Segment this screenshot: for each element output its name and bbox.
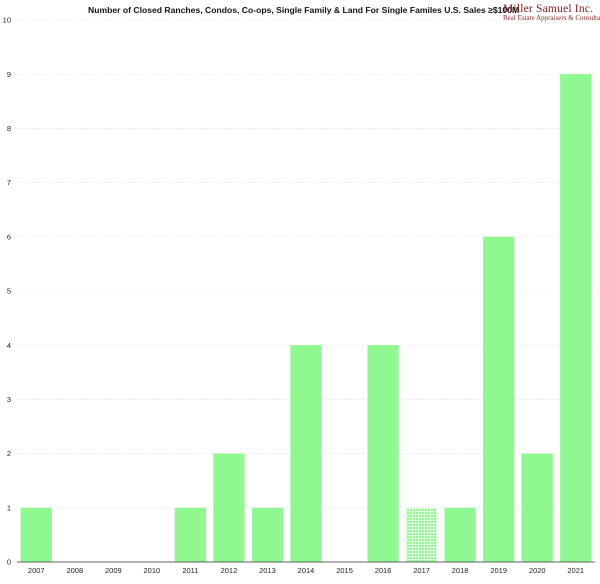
bar-2014 (290, 345, 322, 562)
y-tick-label: 2 (7, 449, 11, 458)
y-tick-label: 0 (7, 558, 11, 567)
bar-2012 (213, 453, 245, 562)
x-tick-label: 2015 (336, 566, 353, 575)
x-tick-label: 2014 (298, 566, 315, 575)
chart-title: Number of Closed Ranches, Condos, Co-ops… (88, 5, 519, 15)
brand-tagline: Real Estate Appraisers & Consultants (503, 14, 600, 22)
bar-2017 (405, 507, 438, 562)
y-axis-ticks: 0 1 2 3 4 5 6 7 8 9 10 (3, 16, 11, 567)
x-tick-label: 2020 (529, 566, 546, 575)
x-tick-label: 2021 (567, 566, 584, 575)
bar-2019 (483, 236, 515, 563)
bars (20, 74, 592, 563)
brand-name: Miller Samuel Inc. (503, 3, 593, 15)
bar-2007 (20, 507, 52, 562)
x-tick-label: 2019 (490, 566, 507, 575)
y-tick-label: 3 (7, 395, 11, 404)
x-tick-label: 2009 (105, 566, 122, 575)
x-tick-label: 2012 (221, 566, 238, 575)
x-tick-label: 2008 (66, 566, 83, 575)
bar-2020 (521, 453, 553, 562)
y-tick-label: 7 (7, 178, 11, 187)
x-tick-label: 2011 (182, 566, 198, 575)
y-tick-label: 9 (7, 70, 11, 79)
x-tick-label: 2007 (28, 566, 45, 575)
bar-2021 (560, 74, 592, 562)
x-axis-ticks: 2007 2008 2009 2010 2011 2012 2013 2014 2015 2016… (28, 566, 584, 575)
y-tick-label: 6 (7, 232, 11, 241)
x-tick-label: 2018 (452, 566, 469, 575)
brand-logo: Miller Samuel Inc. Real Estate Appraiser… (503, 3, 600, 22)
y-tick-label: 4 (7, 341, 11, 350)
y-tick-label: 1 (7, 503, 11, 512)
y-tick-label: 8 (7, 124, 11, 133)
x-tick-label: 2013 (259, 566, 276, 575)
bar-2013 (251, 507, 284, 562)
x-tick-label: 2010 (144, 566, 161, 575)
x-tick-label: 2017 (413, 566, 430, 575)
bar-2018 (444, 507, 476, 562)
y-tick-label: 5 (7, 287, 11, 296)
y-tick-label: 10 (3, 16, 11, 25)
bar-2016 (367, 345, 399, 562)
x-tick-label: 2016 (375, 566, 392, 575)
bar-2011 (174, 507, 207, 562)
